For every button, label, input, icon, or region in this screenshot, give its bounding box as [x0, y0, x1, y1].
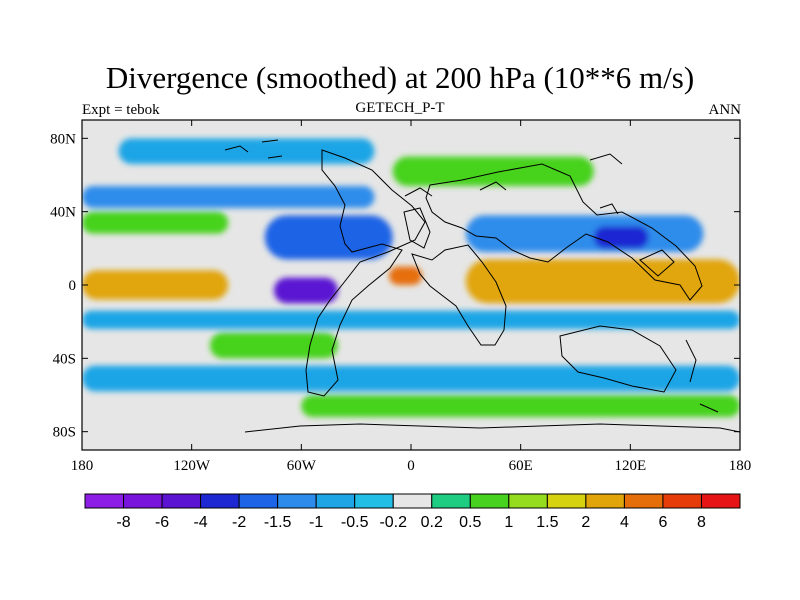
colorbar-swatch-3: [200, 493, 240, 509]
colorbar-swatch-2: [161, 493, 202, 509]
x-tick-label-5: 120E: [614, 458, 646, 474]
colorbar-swatch-12: [546, 493, 587, 509]
colorbar-swatch-14: [623, 493, 664, 509]
coastline-islands-east: [599, 203, 719, 413]
coastline-australia: [559, 325, 677, 393]
colorbar-swatch-6: [315, 493, 356, 509]
y-tick-label-3: 40S: [53, 351, 76, 367]
field-region-8: [273, 277, 338, 304]
y-tick-label-4: 80S: [53, 425, 76, 441]
field-region-10: [465, 259, 740, 304]
chart-title: Divergence (smoothed) at 200 hPa (10**6 …: [105, 60, 695, 95]
field-region-2: [82, 211, 229, 234]
field-region-1: [82, 186, 375, 208]
y-tick-label-0: 80N: [50, 131, 76, 147]
field-region-3: [264, 215, 393, 260]
coastline-north-america: [305, 149, 426, 397]
colorbar-label-13: 4: [620, 514, 629, 531]
x-tick-label-6: 180: [729, 458, 752, 474]
coastline-eurasia: [425, 163, 703, 301]
colorbar-swatch-10: [469, 493, 510, 509]
experiment-label: Expt = tebok: [82, 102, 160, 118]
colorbar-label-5: -1: [309, 514, 323, 531]
colorbar-label-4: -1.5: [264, 514, 292, 531]
colorbar-swatch-13: [585, 493, 625, 509]
colorbar-swatch-8: [392, 493, 433, 509]
y-tick-label-2: 0: [69, 278, 77, 294]
colorbar-swatch-4: [238, 493, 279, 509]
colorbar-label-2: -4: [193, 514, 207, 531]
field-region-13: [82, 365, 740, 392]
colorbar-label-12: 2: [581, 514, 590, 531]
field-region-6: [392, 156, 594, 186]
colorbar-swatch-16: [700, 493, 741, 509]
colorbar-label-15: 8: [697, 514, 706, 531]
colorbar-label-3: -2: [232, 514, 246, 531]
period-label: ANN: [708, 102, 742, 118]
colorbar-label-7: -0.2: [379, 514, 407, 531]
colorbar: -8 -6 -4 -2 -1.5 -1 -0.5 -0.2 0.2 0.5 1 1.5 2 4 6 8: [84, 493, 741, 531]
colorbar-label-9: 0.5: [459, 514, 481, 531]
colorbar-swatch-11: [508, 493, 548, 509]
coastline-africa: [411, 244, 507, 346]
x-tick-label-0: 180: [71, 458, 94, 474]
x-tick-label-3: 0: [407, 458, 415, 474]
x-tick-label-1: 120W: [173, 458, 211, 474]
field-region-12: [209, 332, 338, 359]
coastlines: [224, 139, 740, 433]
field-region-9: [389, 266, 422, 285]
field-region-4: [465, 215, 704, 252]
colorbar-label-11: 1.5: [536, 514, 558, 531]
field-region-11: [82, 310, 740, 329]
y-tick-label-1: 40N: [50, 205, 76, 221]
coastline-peninsula: [403, 207, 431, 249]
colorbar-label-14: 6: [658, 514, 667, 531]
colorbar-label-6: -0.5: [341, 514, 369, 531]
colorbar-swatch-15: [662, 493, 702, 509]
colorbar-swatch-1: [123, 493, 163, 509]
field-region-14: [301, 395, 740, 417]
x-tick-label-2: 60W: [287, 458, 317, 474]
colorbar-swatch-7: [354, 493, 394, 509]
field-region-5: [593, 226, 649, 249]
divergence-field: [82, 120, 740, 450]
model-label: GETECH_P-T: [355, 100, 445, 116]
colorbar-swatch-0: [84, 493, 125, 509]
coastline-islands-north: [224, 139, 623, 197]
coastline-antarctica: [244, 423, 740, 433]
field-region-7: [82, 270, 229, 300]
colorbar-label-8: 0.2: [421, 514, 443, 531]
colorbar-swatch-9: [431, 493, 471, 509]
axis-ticks: 180 120W 60W 0 60E 120E 180 80N 40N 0 40S 80S: [50, 120, 751, 474]
colorbar-label-10: 1: [504, 514, 513, 531]
colorbar-swatch-5: [277, 493, 317, 509]
colorbar-label-1: -6: [155, 514, 169, 531]
colorbar-label-0: -8: [116, 514, 130, 531]
x-tick-label-4: 60E: [509, 458, 533, 474]
